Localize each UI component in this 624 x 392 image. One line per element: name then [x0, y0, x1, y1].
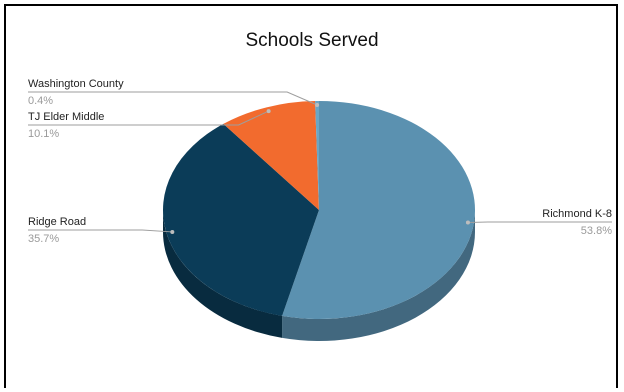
slice-label-ridge-road: Ridge Road: [28, 216, 86, 228]
slice-label-washington-county: Washington County: [28, 78, 124, 90]
pie-slice-tj-elder-middle[interactable]: [223, 101, 319, 210]
pie-slice-washington-county[interactable]: [315, 101, 319, 210]
slice-label-tj-elder-middle: TJ Elder Middle: [28, 111, 104, 123]
leader-dot-ridge-road: [170, 229, 175, 234]
slice-value-tj-elder-middle: 10.1%: [28, 128, 59, 140]
slice-value-washington-county: 0.4%: [28, 95, 53, 107]
leader-dot-washington-county: [315, 103, 320, 108]
slice-value-richmond-k-8: 53.8%: [581, 225, 612, 237]
leader-line-ridge-road: [28, 229, 173, 233]
leader-line-tj-elder-middle: [28, 110, 269, 126]
leader-dot-tj-elder-middle: [266, 109, 271, 114]
pie-slice-richmond-k-8[interactable]: [282, 101, 476, 319]
pie-slice-ridge-road[interactable]: [163, 123, 319, 316]
slice-value-ridge-road: 35.7%: [28, 233, 59, 245]
slice-label-richmond-k-8: Richmond K-8: [542, 208, 612, 220]
pie-side-ridge-road: [163, 210, 283, 338]
chart-title: Schools Served: [245, 30, 379, 51]
leader-line-washington-county: [28, 91, 318, 106]
leader-dot-richmond-k-8: [465, 220, 470, 225]
leader-line-richmond-k-8: [467, 221, 612, 224]
pie-side-richmond-k-8: [282, 210, 475, 341]
